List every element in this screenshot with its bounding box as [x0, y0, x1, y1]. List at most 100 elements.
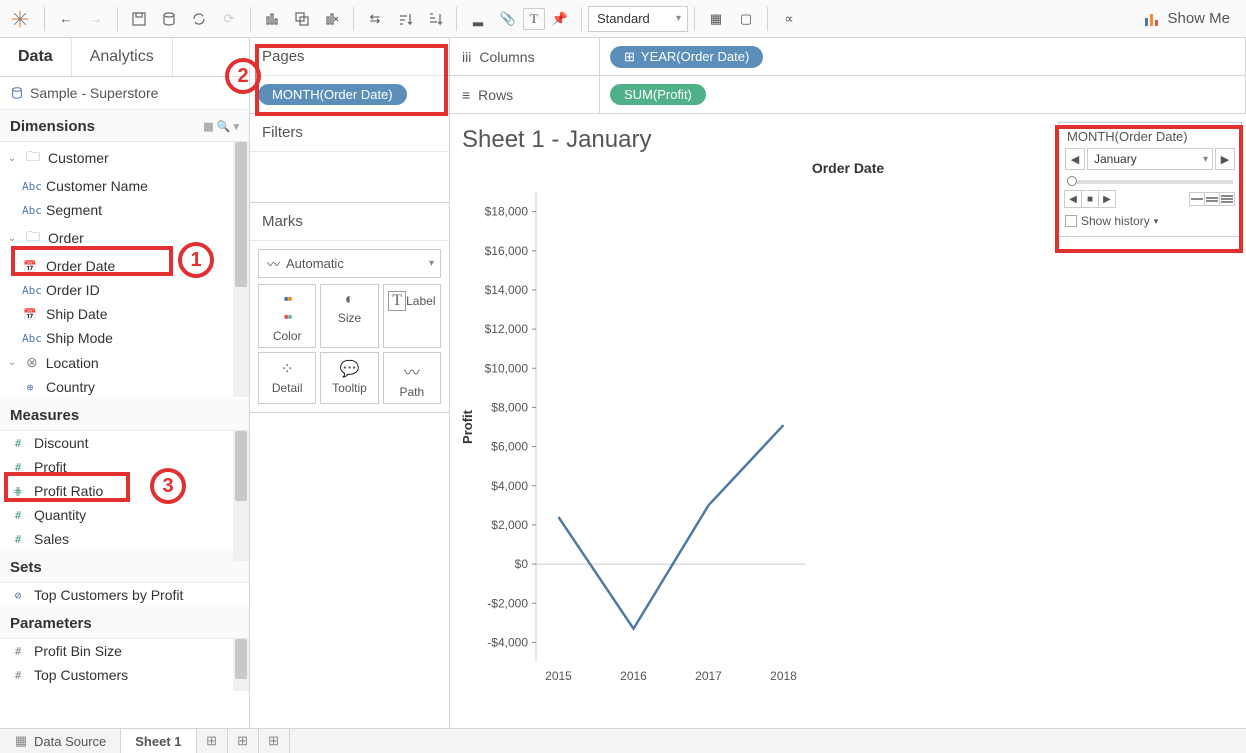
fit-select[interactable]: Standard — [588, 6, 688, 32]
duplicate-button[interactable] — [287, 4, 317, 34]
marks-color[interactable]: ••••Color — [258, 284, 316, 348]
swap-button[interactable]: ⇆ — [360, 4, 390, 34]
datasource-row[interactable]: Sample - Superstore — [0, 77, 249, 110]
new-worksheet-button[interactable] — [257, 4, 287, 34]
marks-detail[interactable]: ⁘Detail — [258, 352, 316, 404]
tab-data[interactable]: Data — [0, 38, 72, 76]
sort-asc-button[interactable] — [390, 4, 420, 34]
data-pane: Data Analytics Sample - Superstore Dimen… — [0, 38, 250, 728]
tab-data-source[interactable]: ▦Data Source — [0, 729, 121, 753]
pages-prev-button[interactable]: ◀ — [1065, 148, 1085, 170]
show-cards-button[interactable]: ▦ — [701, 4, 731, 34]
show-history-checkbox[interactable] — [1065, 215, 1077, 227]
new-datasource-button[interactable] — [154, 4, 184, 34]
save-button[interactable] — [124, 4, 154, 34]
marks-type-select[interactable]: 〰Automatic — [258, 249, 441, 278]
new-story-button[interactable]: ⊞ — [259, 729, 290, 753]
tooltip-icon: 💬 — [323, 359, 375, 379]
marks-tooltip[interactable]: 💬Tooltip — [320, 352, 378, 404]
group-button[interactable]: 📎 — [493, 4, 523, 34]
field-top-customers-param[interactable]: #Top Customers — [0, 663, 249, 687]
speed-fast-button[interactable] — [1219, 192, 1235, 206]
pages-playback-panel: MONTH(Order Date) ◀ January ▶ ◀ ■ ▶ — [1058, 122, 1242, 237]
svg-text:$2,000: $2,000 — [491, 518, 528, 532]
size-icon: ◐ — [323, 291, 375, 309]
sort-desc-button[interactable] — [420, 4, 450, 34]
show-me-icon — [1143, 10, 1161, 28]
marks-label[interactable]: TLabel — [383, 284, 441, 348]
field-profit-bin[interactable]: #Profit Bin Size — [0, 639, 249, 663]
field-quantity[interactable]: #Quantity — [0, 503, 249, 527]
marks-size[interactable]: ◐Size — [320, 284, 378, 348]
field-top-customers-set[interactable]: ⊘Top Customers by Profit — [0, 583, 249, 607]
presentation-button[interactable]: ▢ — [731, 4, 761, 34]
dimensions-list: ⌄🗀Customer AbcCustomer Name AbcSegment ⌄… — [0, 142, 249, 399]
color-icon: •••• — [261, 291, 313, 327]
measures-list: #Discount #Profit ⋕Profit Ratio #Quantit… — [0, 431, 249, 551]
measures-header: Measures — [0, 399, 249, 431]
columns-icon: iii — [462, 49, 471, 65]
path-icon: 〰 — [386, 359, 438, 383]
svg-text:-$2,000: -$2,000 — [487, 596, 528, 610]
sets-header: Sets — [0, 551, 249, 583]
highlight-button[interactable]: ▂ — [463, 4, 493, 34]
field-order-id[interactable]: AbcOrder ID — [0, 278, 249, 302]
field-country[interactable]: ⊕Country — [0, 375, 249, 399]
pages-shelf[interactable]: Pages MONTH(Order Date) — [249, 37, 450, 114]
filters-shelf[interactable]: Filters — [249, 113, 450, 203]
new-sheet-button[interactable]: ⊞ — [197, 729, 228, 753]
svg-text:$14,000: $14,000 — [485, 283, 529, 297]
viz-area: iii Columns ⊞YEAR(Order Date) ≡Rows SUM(P… — [450, 38, 1246, 728]
speed-med-button[interactable] — [1204, 192, 1220, 206]
tab-analytics[interactable]: Analytics — [72, 38, 173, 76]
pages-play-button[interactable]: ▶ — [1098, 190, 1116, 208]
svg-text:$18,000: $18,000 — [485, 205, 529, 219]
forward-button[interactable]: → — [81, 4, 111, 34]
pages-panel-title: MONTH(Order Date) — [1059, 123, 1241, 146]
columns-label: Columns — [479, 49, 534, 65]
field-ship-mode[interactable]: AbcShip Mode — [0, 326, 249, 350]
field-profit[interactable]: #Profit — [0, 455, 249, 479]
share-button[interactable]: ∝ — [774, 4, 804, 34]
svg-text:2017: 2017 — [695, 669, 722, 683]
svg-text:$0: $0 — [515, 557, 529, 571]
rows-shelf[interactable]: ≡Rows SUM(Profit) — [450, 76, 1246, 114]
back-button[interactable]: ← — [51, 4, 81, 34]
tableau-logo-icon — [10, 9, 30, 29]
show-history-toggle[interactable]: Show history▾ — [1059, 212, 1241, 230]
field-customer-name[interactable]: AbcCustomer Name — [0, 174, 249, 198]
field-discount[interactable]: #Discount — [0, 431, 249, 455]
field-segment[interactable]: AbcSegment — [0, 198, 249, 222]
field-profit-ratio[interactable]: ⋕Profit Ratio — [0, 479, 249, 503]
folder-order[interactable]: ⌄🗀Order — [0, 222, 249, 254]
auto-update-button[interactable] — [184, 4, 214, 34]
marks-label: Marks — [250, 203, 449, 241]
field-ship-date[interactable]: 📅Ship Date — [0, 302, 249, 326]
datasource-icon — [10, 86, 24, 100]
datasource-name: Sample - Superstore — [30, 85, 158, 101]
show-me-label: Show Me — [1167, 10, 1230, 27]
svg-text:$6,000: $6,000 — [491, 440, 528, 454]
pin-button[interactable]: 📌 — [545, 4, 575, 34]
show-me-button[interactable]: Show Me — [1133, 10, 1240, 28]
clear-button[interactable] — [317, 4, 347, 34]
pages-stop-button[interactable]: ■ — [1081, 190, 1099, 208]
new-dashboard-button[interactable]: ⊞ — [228, 729, 259, 753]
pages-slider[interactable] — [1067, 180, 1233, 184]
rows-pill[interactable]: SUM(Profit) — [610, 84, 706, 105]
pages-next-button[interactable]: ▶ — [1215, 148, 1235, 170]
pages-value-select[interactable]: January — [1087, 148, 1213, 170]
folder-location[interactable]: ⌄⊗Location — [0, 350, 249, 375]
columns-shelf[interactable]: iii Columns ⊞YEAR(Order Date) — [450, 38, 1246, 76]
refresh-button[interactable]: ⟳ — [214, 4, 244, 34]
tab-sheet-1[interactable]: Sheet 1 — [121, 729, 196, 753]
speed-slow-button[interactable] — [1189, 192, 1205, 206]
marks-path[interactable]: 〰Path — [383, 352, 441, 404]
dimensions-header: Dimensions ▦ 🔍 ▾ — [0, 110, 249, 142]
columns-pill[interactable]: ⊞YEAR(Order Date) — [610, 46, 763, 68]
field-sales[interactable]: #Sales — [0, 527, 249, 551]
labels-button[interactable]: T — [523, 8, 545, 30]
pages-pill[interactable]: MONTH(Order Date) — [258, 84, 407, 105]
pages-rewind-button[interactable]: ◀ — [1064, 190, 1082, 208]
folder-customer[interactable]: ⌄🗀Customer — [0, 142, 249, 174]
